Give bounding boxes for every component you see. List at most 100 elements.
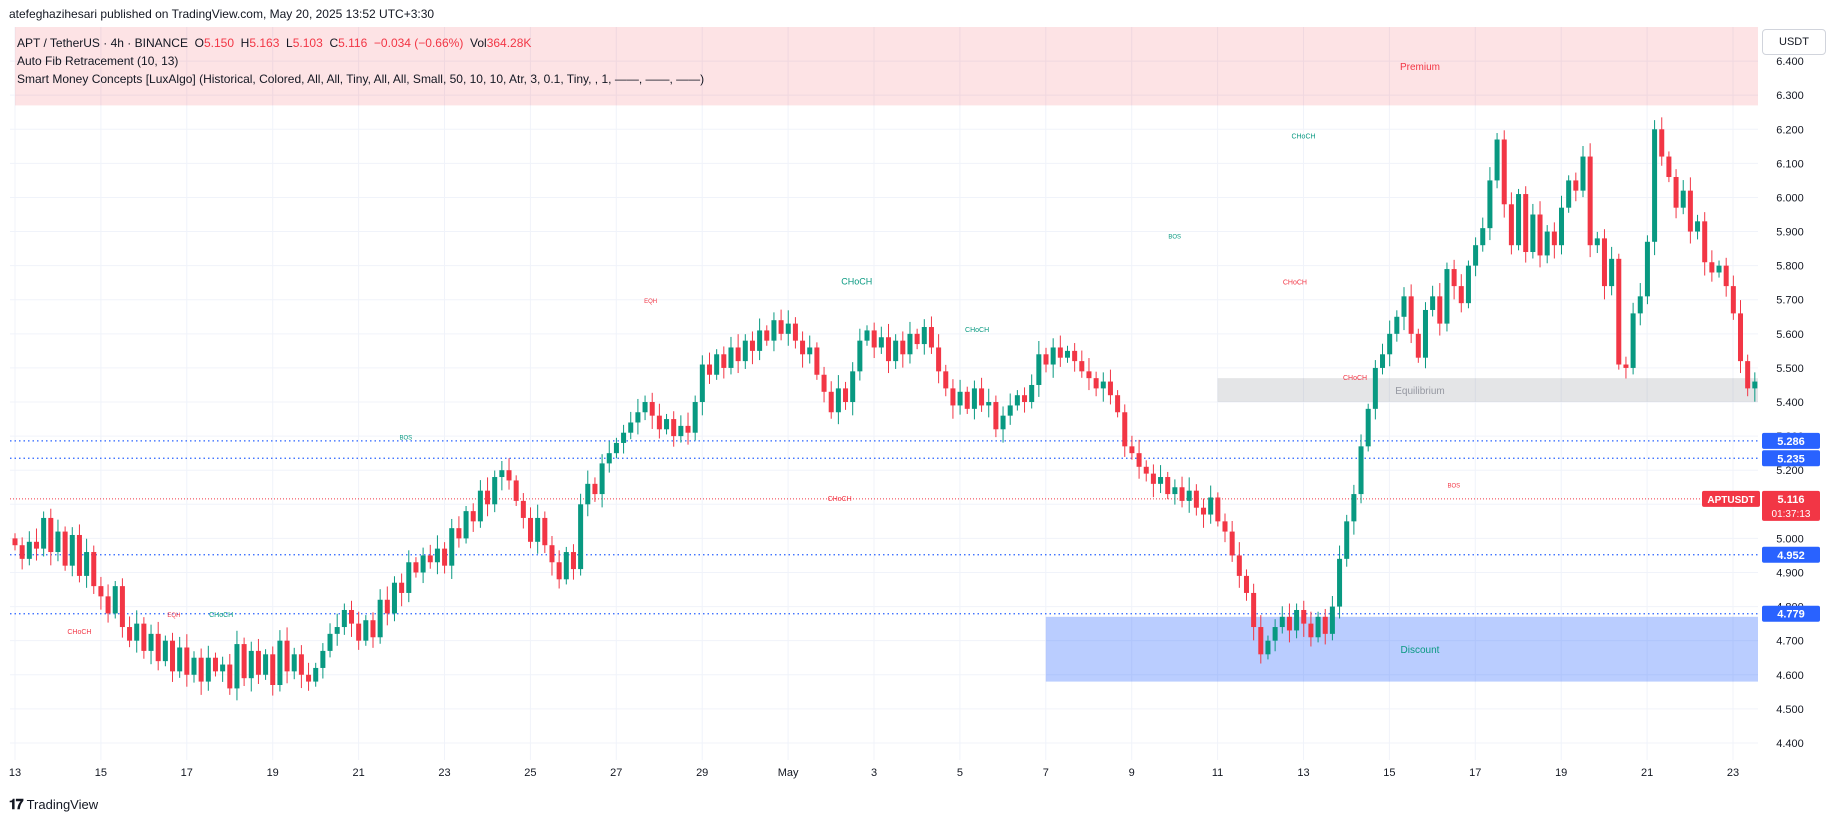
structure-label: CHoCH [841, 276, 872, 286]
candle [1286, 616, 1292, 631]
candle [635, 412, 641, 423]
candle [1544, 231, 1550, 256]
symbol-tag [1702, 490, 1760, 507]
close-value: 5.116 [338, 36, 368, 50]
candle [1501, 139, 1507, 205]
candle [1272, 627, 1278, 641]
low-label: L [286, 36, 293, 50]
x-tick-label: 21 [352, 767, 364, 779]
candle [1695, 221, 1701, 232]
candle [1193, 490, 1199, 508]
x-tick-label: 13 [1297, 767, 1309, 779]
candle [277, 640, 283, 685]
y-tick-label: 4.500 [1776, 704, 1804, 716]
candle [1573, 180, 1579, 191]
candle [391, 582, 397, 614]
candle [1594, 238, 1600, 246]
candle [1043, 354, 1049, 365]
candle [463, 511, 469, 539]
x-tick-label: 21 [1641, 767, 1653, 779]
candle [198, 657, 204, 682]
x-tick-label: 25 [524, 767, 536, 779]
candle [1623, 364, 1629, 368]
candle [807, 347, 813, 355]
candle [1530, 214, 1536, 253]
candle [671, 419, 677, 437]
candle [1201, 507, 1207, 515]
candle [642, 402, 648, 413]
candle [177, 647, 183, 672]
candle [1652, 129, 1658, 242]
y-tick-label: 6.400 [1776, 56, 1804, 68]
candle [105, 596, 111, 614]
price-tag-label: 5.286 [1777, 436, 1805, 448]
candle [993, 402, 999, 430]
candle [1208, 497, 1214, 515]
indicator-fib[interactable]: Auto Fib Retracement (10, 13) [17, 54, 179, 68]
candle [1580, 156, 1586, 191]
candle [370, 620, 376, 638]
candle [527, 517, 534, 542]
candle [821, 374, 827, 392]
candle [349, 609, 355, 624]
symbol-row[interactable]: APT / TetherUS · 4h · BINANCE O5.150 H5.… [17, 34, 704, 52]
price-tag-label: 5.235 [1777, 453, 1805, 465]
candle [492, 477, 498, 505]
candle [800, 340, 806, 355]
candle [1329, 606, 1335, 634]
x-tick-label: 17 [1469, 767, 1481, 779]
countdown-label: 01:37:13 [1772, 509, 1811, 520]
indicator-smc[interactable]: Smart Money Concepts [LuxAlgo] (Historic… [17, 72, 705, 86]
y-tick-label: 6.300 [1776, 90, 1804, 102]
candle [413, 562, 419, 573]
candle [871, 330, 877, 348]
candle [649, 402, 655, 416]
candle [1064, 350, 1070, 358]
candle [306, 674, 312, 682]
candle [520, 500, 526, 518]
candle [470, 511, 476, 522]
candle [599, 463, 605, 495]
candle [1022, 395, 1028, 403]
candle [735, 347, 741, 362]
candle [320, 650, 326, 668]
y-tick-label: 5.000 [1776, 533, 1804, 545]
candle [914, 333, 920, 345]
candle [1387, 333, 1393, 355]
currency-selector[interactable]: USDT [1762, 29, 1826, 55]
candle [1637, 296, 1643, 314]
candle [134, 623, 140, 641]
candle [1229, 531, 1235, 556]
structure-label: BOS [1168, 234, 1181, 240]
candle [1294, 609, 1300, 631]
candle [298, 654, 304, 675]
candle [141, 623, 147, 651]
candle [1186, 490, 1192, 501]
candle [1480, 228, 1486, 246]
candle [1072, 350, 1078, 362]
x-tick-label: 27 [610, 767, 622, 779]
candle [1100, 381, 1106, 389]
candle [986, 402, 992, 406]
candle [1372, 367, 1378, 409]
candle [513, 480, 519, 501]
candle [449, 528, 455, 566]
symbol-name[interactable]: APT / TetherUS · 4h · BINANCE [17, 36, 188, 50]
candle [1308, 623, 1314, 638]
candle [1344, 521, 1350, 559]
candle [957, 391, 963, 406]
candle [234, 644, 240, 689]
candle [356, 623, 362, 641]
candle [91, 552, 97, 587]
candle [1523, 194, 1529, 253]
candle [263, 654, 269, 675]
candle [1179, 487, 1185, 501]
candle [1644, 241, 1650, 297]
candle [427, 555, 433, 563]
zone-premium [15, 27, 1758, 106]
candle [212, 657, 218, 672]
candle [1723, 265, 1729, 287]
candle [1000, 415, 1006, 430]
y-tick-label: 4.600 [1776, 670, 1804, 682]
